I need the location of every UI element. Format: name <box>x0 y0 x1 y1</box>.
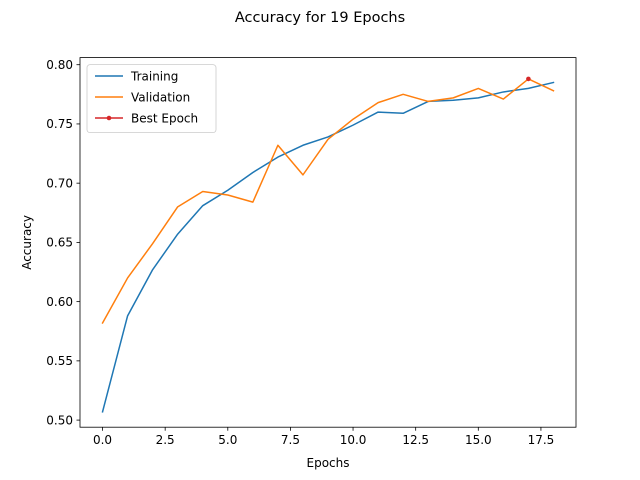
y-tick-label: 0.65 <box>46 236 73 250</box>
x-tick-label: 10.0 <box>340 433 367 447</box>
legend-label-best-epoch: Best Epoch <box>131 112 198 126</box>
x-tick-label: 15.0 <box>465 433 492 447</box>
series-line-training <box>101 81 555 413</box>
legend-box <box>86 64 217 133</box>
x-tick-label: 2.5 <box>156 433 175 447</box>
series-layer <box>101 76 555 413</box>
y-axis-label: Accuracy <box>20 215 34 270</box>
x-tick-label: 0.0 <box>93 433 112 447</box>
x-axis-label: Epochs <box>307 456 350 470</box>
legend-label-validation: Validation <box>131 91 190 105</box>
y-tick-label: 0.70 <box>46 176 73 190</box>
x-tick-label: 7.5 <box>281 433 300 447</box>
y-tick-label: 0.80 <box>46 58 73 72</box>
y-tick-label: 0.50 <box>46 413 73 427</box>
legend-label-training: Training <box>130 70 178 84</box>
best-epoch-point <box>526 76 531 82</box>
x-tick-label: 5.0 <box>218 433 237 447</box>
x-tick-label: 12.5 <box>402 433 429 447</box>
plot-frame <box>79 57 577 428</box>
legend-marker-best-epoch <box>106 115 112 121</box>
x-tick-label: 17.5 <box>528 433 555 447</box>
ticks-layer: 0.0 2.5 5.0 7.5 10.0 12.5 15.0 17.5 0.50 0.55 0.60… <box>46 58 554 447</box>
y-tick-label: 0.55 <box>46 354 73 368</box>
y-tick-label: 0.75 <box>46 117 73 131</box>
y-tick-label: 0.60 <box>46 295 73 309</box>
chart-title: Accuracy for 19 Epochs <box>235 10 405 26</box>
series-line-validation <box>101 78 555 324</box>
legend: Training Validation Best Epoch <box>86 64 217 133</box>
